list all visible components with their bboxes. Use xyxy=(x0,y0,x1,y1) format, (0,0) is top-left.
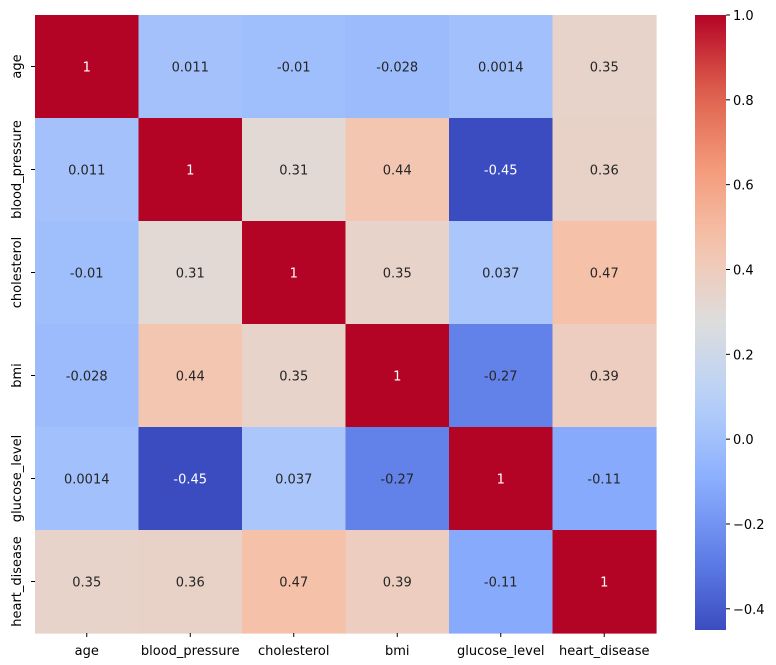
cell-value-label: 0.35 xyxy=(590,61,619,76)
cell-value-label: 1 xyxy=(600,576,608,591)
y-tick-label: blood_pressure xyxy=(10,120,25,219)
heatmap-cell xyxy=(242,221,347,325)
cell-value-label: 0.037 xyxy=(275,473,312,488)
colorbar-tick-label: 1.0 xyxy=(733,9,754,24)
cell-value-label: 0.011 xyxy=(68,164,105,179)
cell-value-label: 0.037 xyxy=(482,267,519,282)
heatmap-cell xyxy=(552,427,657,531)
cell-value-label: 0.47 xyxy=(279,576,308,591)
heatmap-cell xyxy=(242,118,347,222)
heatmap-cell xyxy=(242,427,347,531)
heatmap-cell xyxy=(138,427,243,531)
colorbar-gradient xyxy=(695,15,726,630)
heatmap-cell xyxy=(345,15,450,119)
colorbar: −0.4 −0.2 0.0 0.2 0.4 0.6 0.8 1.0 xyxy=(695,9,765,630)
x-tick-label: age xyxy=(75,644,99,659)
colorbar-tick-label: −0.4 xyxy=(733,603,765,618)
cell-value-label: 0.47 xyxy=(590,267,619,282)
cell-value-label: 0.35 xyxy=(72,576,101,591)
heatmap-cell xyxy=(449,15,554,119)
colorbar-tick-label: 0.0 xyxy=(733,433,754,448)
y-tick-label: glucose_level xyxy=(10,435,25,522)
heatmap-cell xyxy=(449,530,554,634)
heatmap-cell xyxy=(552,324,657,428)
heatmap-cell xyxy=(242,15,347,119)
colorbar-tick-label: 0.4 xyxy=(733,263,754,278)
cell-value-label: 0.36 xyxy=(176,576,205,591)
cell-value-label: 1 xyxy=(497,473,505,488)
heatmap-cell xyxy=(35,15,140,119)
y-tick-label: heart_disease xyxy=(10,536,25,627)
heatmap-cell xyxy=(449,221,554,325)
heatmap-cell xyxy=(35,118,140,222)
y-tick-label: bmi xyxy=(10,363,25,388)
heatmap-cell xyxy=(35,427,140,531)
cell-value-label: 0.44 xyxy=(383,164,412,179)
cell-value-label: 0.39 xyxy=(383,576,412,591)
heatmap-cell xyxy=(138,530,243,634)
cell-value-label: 0.36 xyxy=(590,164,619,179)
y-tick-label: age xyxy=(10,54,25,78)
cell-value-label: 0.31 xyxy=(279,164,308,179)
heatmap-cell xyxy=(138,118,243,222)
heatmap-cell xyxy=(345,324,450,428)
heatmap-cell xyxy=(242,530,347,634)
cell-value-label: -0.45 xyxy=(173,473,207,488)
heatmap-cell xyxy=(138,15,243,119)
heatmap-cell xyxy=(35,324,140,428)
y-axis-ticks: age blood_pressure cholesterol bmi glucose_l… xyxy=(10,54,35,627)
heatmap-cell xyxy=(35,530,140,634)
x-tick-label: cholesterol xyxy=(258,644,329,659)
cell-value-label: -0.028 xyxy=(376,61,418,76)
heatmap-cell xyxy=(449,118,554,222)
heatmap-cell xyxy=(345,118,450,222)
heatmap-cell xyxy=(138,221,243,325)
heatmap-cell xyxy=(242,324,347,428)
heatmap-cell xyxy=(552,15,657,119)
y-tick-label: cholesterol xyxy=(10,237,25,308)
cell-value-label: 1 xyxy=(290,267,298,282)
heatmap-cell xyxy=(449,427,554,531)
cell-value-label: -0.27 xyxy=(380,473,414,488)
heatmap-cells xyxy=(35,15,657,634)
heatmap-cell xyxy=(345,221,450,325)
heatmap-value-labels: 1 0.011 -0.01 -0.028 0.0014 0.35 0.011 1 0.31 0.4… xyxy=(64,61,621,591)
heatmap-cell xyxy=(449,324,554,428)
heatmap-cell xyxy=(345,530,450,634)
cell-value-label: 0.39 xyxy=(590,370,619,385)
heatmap-cell xyxy=(35,221,140,325)
cell-value-label: -0.01 xyxy=(70,267,104,282)
colorbar-tick-label: −0.2 xyxy=(733,518,765,533)
heatmap-cell xyxy=(138,324,243,428)
x-tick-label: bmi xyxy=(385,644,410,659)
cell-value-label: 1 xyxy=(393,370,401,385)
cell-value-label: 0.011 xyxy=(172,61,209,76)
heatmap-cell xyxy=(552,118,657,222)
colorbar-tick-label: 0.2 xyxy=(733,348,754,363)
cell-value-label: 1 xyxy=(186,164,194,179)
heatmap-cell xyxy=(552,530,657,634)
cell-value-label: -0.11 xyxy=(484,576,518,591)
cell-value-label: 0.35 xyxy=(279,370,308,385)
cell-value-label: 0.0014 xyxy=(64,473,110,488)
colorbar-tick-label: 0.6 xyxy=(733,179,754,194)
cell-value-label: -0.27 xyxy=(484,370,518,385)
x-tick-label: glucose_level xyxy=(457,644,544,659)
colorbar-tick-label: 0.8 xyxy=(733,94,754,109)
cell-value-label: -0.45 xyxy=(484,164,518,179)
x-axis-ticks: age blood_pressure cholesterol bmi glucose_l… xyxy=(75,633,650,659)
heatmap-cell xyxy=(552,221,657,325)
x-tick-label: heart_disease xyxy=(559,644,650,659)
cell-value-label: 0.35 xyxy=(383,267,412,282)
cell-value-label: 0.0014 xyxy=(478,61,524,76)
cell-value-label: 0.44 xyxy=(176,370,205,385)
cell-value-label: -0.01 xyxy=(277,61,311,76)
cell-value-label: 1 xyxy=(83,61,91,76)
cell-value-label: 0.31 xyxy=(176,267,205,282)
x-tick-label: blood_pressure xyxy=(141,644,240,659)
cell-value-label: -0.028 xyxy=(66,370,108,385)
cell-value-label: -0.11 xyxy=(587,473,621,488)
heatmap-cell xyxy=(345,427,450,531)
